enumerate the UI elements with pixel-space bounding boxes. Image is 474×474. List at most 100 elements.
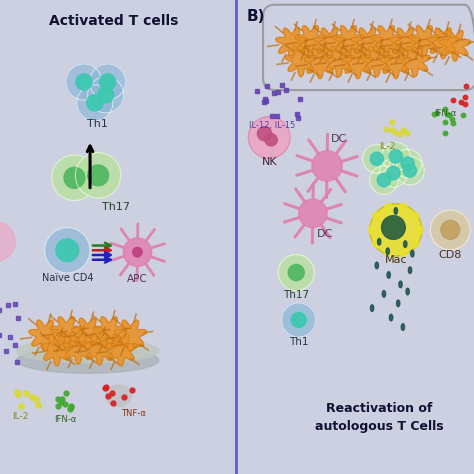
Ellipse shape bbox=[410, 250, 414, 257]
Circle shape bbox=[368, 226, 376, 234]
Circle shape bbox=[441, 220, 460, 239]
Circle shape bbox=[382, 216, 405, 239]
Circle shape bbox=[363, 145, 391, 173]
Text: Th17: Th17 bbox=[283, 290, 310, 300]
Circle shape bbox=[396, 156, 424, 185]
Circle shape bbox=[45, 228, 90, 273]
Circle shape bbox=[66, 64, 102, 100]
Text: DC: DC bbox=[331, 134, 347, 144]
Circle shape bbox=[385, 249, 392, 256]
Circle shape bbox=[0, 222, 15, 262]
Circle shape bbox=[52, 155, 97, 201]
Polygon shape bbox=[390, 28, 421, 59]
Ellipse shape bbox=[378, 238, 381, 245]
Text: Mac: Mac bbox=[384, 255, 407, 265]
Text: Th1: Th1 bbox=[289, 337, 309, 347]
Ellipse shape bbox=[387, 272, 390, 278]
Circle shape bbox=[56, 239, 79, 262]
Circle shape bbox=[288, 264, 304, 281]
Circle shape bbox=[100, 74, 116, 90]
Polygon shape bbox=[352, 28, 383, 59]
Polygon shape bbox=[333, 26, 364, 56]
Text: Th17: Th17 bbox=[102, 201, 130, 211]
Ellipse shape bbox=[397, 300, 400, 307]
Circle shape bbox=[387, 166, 400, 180]
Circle shape bbox=[76, 74, 92, 90]
Ellipse shape bbox=[401, 324, 405, 330]
Text: Activated T cells: Activated T cells bbox=[49, 14, 178, 28]
Polygon shape bbox=[299, 199, 327, 228]
Ellipse shape bbox=[375, 262, 378, 269]
Circle shape bbox=[133, 247, 142, 257]
Circle shape bbox=[411, 212, 419, 220]
Polygon shape bbox=[314, 28, 345, 59]
Polygon shape bbox=[62, 332, 94, 364]
Ellipse shape bbox=[371, 305, 374, 311]
Polygon shape bbox=[295, 26, 326, 56]
Text: Th1: Th1 bbox=[87, 119, 108, 129]
Polygon shape bbox=[50, 317, 82, 348]
Circle shape bbox=[379, 159, 408, 187]
Circle shape bbox=[382, 142, 410, 171]
Circle shape bbox=[98, 87, 114, 103]
Ellipse shape bbox=[394, 208, 397, 214]
Circle shape bbox=[265, 134, 277, 146]
Circle shape bbox=[370, 152, 383, 165]
Ellipse shape bbox=[399, 281, 402, 288]
Polygon shape bbox=[29, 320, 61, 352]
Polygon shape bbox=[83, 333, 116, 365]
Circle shape bbox=[64, 167, 85, 188]
Ellipse shape bbox=[409, 267, 412, 273]
Text: DC: DC bbox=[317, 229, 333, 239]
Circle shape bbox=[88, 77, 124, 113]
Polygon shape bbox=[323, 46, 355, 77]
Polygon shape bbox=[105, 334, 137, 366]
Circle shape bbox=[377, 173, 391, 187]
Circle shape bbox=[77, 85, 113, 121]
Polygon shape bbox=[93, 317, 125, 348]
Polygon shape bbox=[285, 46, 317, 77]
Ellipse shape bbox=[390, 314, 392, 321]
Polygon shape bbox=[399, 46, 430, 77]
Polygon shape bbox=[409, 26, 440, 56]
Polygon shape bbox=[439, 30, 471, 61]
Polygon shape bbox=[380, 48, 411, 79]
Circle shape bbox=[389, 150, 402, 163]
Ellipse shape bbox=[17, 339, 159, 363]
Polygon shape bbox=[342, 48, 374, 79]
Circle shape bbox=[87, 95, 103, 111]
Circle shape bbox=[401, 157, 414, 170]
Polygon shape bbox=[123, 238, 152, 266]
Polygon shape bbox=[428, 28, 459, 59]
Circle shape bbox=[399, 203, 407, 211]
Circle shape bbox=[75, 153, 121, 198]
Circle shape bbox=[430, 210, 470, 250]
Text: B): B) bbox=[246, 9, 265, 24]
Circle shape bbox=[399, 249, 407, 256]
Text: IFN-α: IFN-α bbox=[434, 109, 456, 118]
Circle shape bbox=[373, 212, 381, 220]
Text: IL-2: IL-2 bbox=[12, 412, 28, 421]
Polygon shape bbox=[312, 151, 342, 181]
Text: IFN-α: IFN-α bbox=[55, 415, 77, 424]
Text: APC: APC bbox=[127, 274, 148, 284]
Circle shape bbox=[416, 226, 423, 234]
Polygon shape bbox=[41, 334, 73, 366]
Polygon shape bbox=[276, 28, 307, 59]
Text: CD8: CD8 bbox=[438, 250, 462, 260]
Ellipse shape bbox=[406, 288, 410, 295]
Polygon shape bbox=[72, 318, 104, 350]
Circle shape bbox=[291, 312, 306, 328]
Text: Naïve CD4: Naïve CD4 bbox=[42, 273, 93, 283]
Polygon shape bbox=[114, 320, 146, 352]
Text: IL-2: IL-2 bbox=[379, 142, 396, 151]
Ellipse shape bbox=[383, 291, 386, 297]
Ellipse shape bbox=[106, 385, 132, 407]
Text: TNF-α: TNF-α bbox=[121, 409, 146, 418]
Text: IL-12, IL-15: IL-12, IL-15 bbox=[249, 121, 295, 130]
Ellipse shape bbox=[386, 248, 390, 255]
Circle shape bbox=[370, 166, 398, 194]
Circle shape bbox=[393, 149, 422, 178]
Circle shape bbox=[411, 240, 419, 247]
Ellipse shape bbox=[404, 241, 407, 247]
